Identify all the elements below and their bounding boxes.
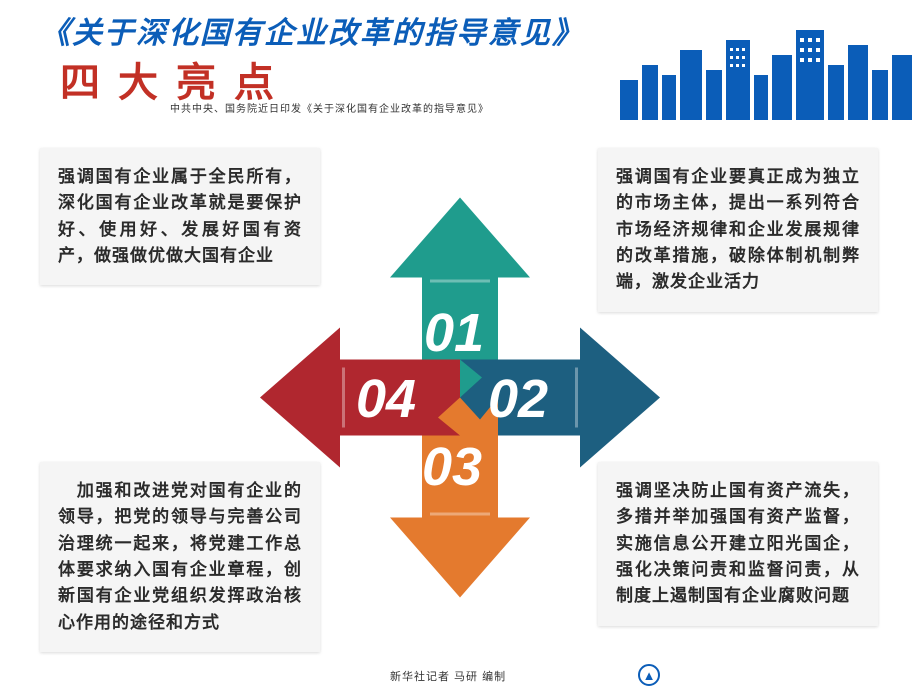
agency-logo-icon: ▲ xyxy=(638,664,660,686)
arrow-number-03: 03 xyxy=(422,436,482,498)
arrow-number-04: 04 xyxy=(356,368,416,430)
title-main: 《关于深化国有企业改革的指导意见》 xyxy=(40,8,584,52)
highlight-box-3: 强调坚决防止国有资产流失，多措并举加强国有资产监督，实施信息公开建立阳光国企，强… xyxy=(598,462,878,626)
arrow-number-01: 01 xyxy=(424,302,484,364)
highlight-box-2: 强调国有企业要真正成为独立的市场主体，提出一系列符合市场经济规律和企业发展规律的… xyxy=(598,148,878,312)
skyline-icon xyxy=(620,20,920,120)
title-note: 中共中央、国务院近日印发《关于深化国有企业改革的指导意见》 xyxy=(170,100,489,115)
arrow-number-02: 02 xyxy=(488,368,548,430)
credit-text: 新华社记者 马研 编制 xyxy=(390,668,506,684)
highlight-box-4: 加强和改进党对国有企业的领导，把党的领导与完善公司治理统一起来，将党建工作总体要… xyxy=(40,462,320,652)
highlight-box-1: 强调国有企业属于全民所有，深化国有企业改革就是要保护好、使用好、发展好国有资产，… xyxy=(40,148,320,285)
